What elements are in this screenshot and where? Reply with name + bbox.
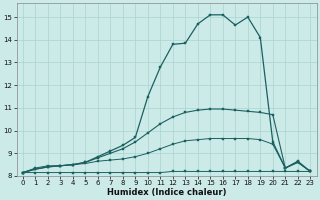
X-axis label: Humidex (Indice chaleur): Humidex (Indice chaleur) — [107, 188, 226, 197]
